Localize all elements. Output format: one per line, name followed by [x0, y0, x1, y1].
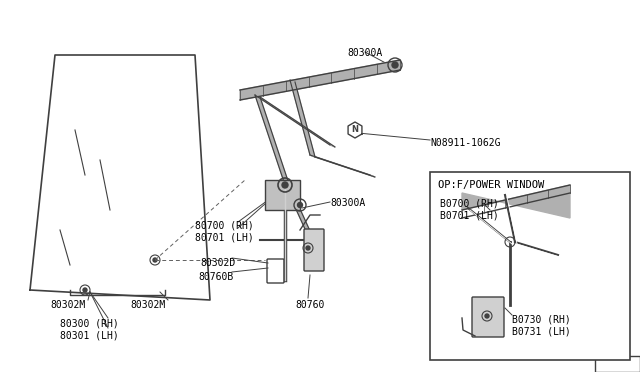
- Polygon shape: [310, 155, 375, 177]
- Polygon shape: [255, 95, 335, 147]
- Text: 80300A: 80300A: [348, 48, 383, 58]
- Text: 80300A: 80300A: [330, 198, 365, 208]
- FancyBboxPatch shape: [265, 180, 300, 210]
- Circle shape: [153, 258, 157, 262]
- FancyBboxPatch shape: [304, 229, 324, 271]
- Circle shape: [83, 288, 87, 292]
- Text: N08911-1062G: N08911-1062G: [430, 138, 500, 148]
- Polygon shape: [290, 80, 315, 157]
- Circle shape: [298, 202, 303, 208]
- Text: B0700 (RH): B0700 (RH): [440, 198, 499, 208]
- Text: 80760B: 80760B: [198, 272, 233, 282]
- Polygon shape: [462, 185, 570, 218]
- Text: N: N: [351, 125, 358, 135]
- Text: 80760: 80760: [295, 300, 324, 310]
- Text: B0701 (LH): B0701 (LH): [440, 210, 499, 220]
- Text: B0731 (LH): B0731 (LH): [512, 327, 571, 337]
- Circle shape: [392, 62, 398, 68]
- Polygon shape: [348, 122, 362, 138]
- Text: 80302M: 80302M: [50, 300, 85, 310]
- Polygon shape: [255, 95, 290, 187]
- Text: 80300 (RH): 80300 (RH): [60, 318, 119, 328]
- Text: *803*00P: *803*00P: [568, 352, 615, 362]
- Bar: [595, 356, 640, 372]
- FancyBboxPatch shape: [472, 297, 504, 337]
- Polygon shape: [285, 185, 315, 242]
- Text: 80302D: 80302D: [200, 258, 236, 268]
- Text: 80700 (RH): 80700 (RH): [195, 220, 253, 230]
- Polygon shape: [240, 60, 400, 100]
- Text: 80302M: 80302M: [130, 300, 165, 310]
- Circle shape: [306, 246, 310, 250]
- Circle shape: [282, 182, 288, 188]
- Circle shape: [485, 314, 489, 318]
- Text: 80701 (LH): 80701 (LH): [195, 232, 253, 242]
- Text: 80301 (LH): 80301 (LH): [60, 330, 119, 340]
- Text: OP:F/POWER WINDOW: OP:F/POWER WINDOW: [438, 180, 544, 190]
- Text: B0730 (RH): B0730 (RH): [512, 315, 571, 325]
- Bar: [430, 172, 630, 360]
